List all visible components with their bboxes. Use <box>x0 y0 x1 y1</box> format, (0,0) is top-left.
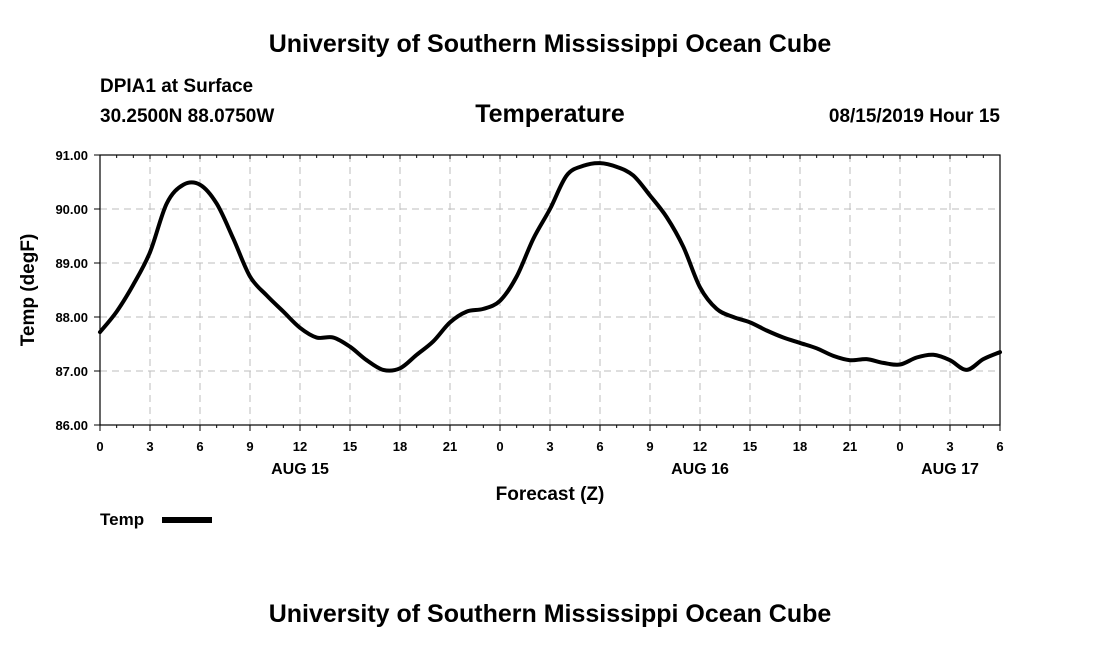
x-tick-label: 3 <box>146 439 153 454</box>
x-tick-label: 15 <box>343 439 357 454</box>
x-tick-label: 6 <box>596 439 603 454</box>
x-tick-label: 15 <box>743 439 757 454</box>
date-label: AUG 15 <box>271 461 329 478</box>
plot-frame <box>99 154 1001 426</box>
x-tick-label: 12 <box>293 439 307 454</box>
date-label: AUG 17 <box>921 461 979 478</box>
y-tick-label: 91.00 <box>55 148 88 163</box>
x-tick-label: 6 <box>996 439 1003 454</box>
x-tick-label: 18 <box>793 439 807 454</box>
axis-ticks <box>94 154 1001 431</box>
x-tick-label: 9 <box>246 439 253 454</box>
y-tick-label: 89.00 <box>55 256 88 271</box>
axis-labels: 86.00 87.00 88.00 89.00 90.00 91.00 0 3 6 9 12 15 18… <box>55 148 1003 478</box>
coordinates-label: 30.2500N 88.0750W <box>100 106 275 127</box>
x-tick-label: 18 <box>393 439 407 454</box>
y-tick-label: 87.00 <box>55 364 88 379</box>
y-tick-label: 88.00 <box>55 310 88 325</box>
station-label: DPIA1 at Surface <box>100 76 254 97</box>
x-tick-label: 3 <box>546 439 553 454</box>
y-axis-label: Temp (degF) <box>18 234 39 347</box>
x-tick-label: 21 <box>443 439 457 454</box>
x-tick-label: 6 <box>196 439 203 454</box>
x-tick-label: 0 <box>496 439 503 454</box>
x-tick-label: 9 <box>646 439 653 454</box>
bottom-title: University of Southern Mississippi Ocean… <box>268 600 832 628</box>
x-axis-label: Forecast (Z) <box>496 484 605 505</box>
chart-title: Temperature <box>475 100 625 128</box>
x-tick-label: 21 <box>843 439 857 454</box>
y-tick-label: 86.00 <box>55 418 88 433</box>
date-label: AUG 16 <box>671 461 729 478</box>
x-tick-label: 0 <box>96 439 103 454</box>
y-tick-label: 90.00 <box>55 202 88 217</box>
x-tick-label: 3 <box>946 439 953 454</box>
forecast-datetime: 08/15/2019 Hour 15 <box>828 106 1000 127</box>
grid-lines <box>100 155 1000 425</box>
x-tick-label: 0 <box>896 439 903 454</box>
legend-label: Temp <box>100 510 144 529</box>
x-tick-label: 12 <box>693 439 707 454</box>
top-title: University of Southern Mississippi Ocean… <box>268 30 832 58</box>
temp-series-line <box>98 161 1002 373</box>
